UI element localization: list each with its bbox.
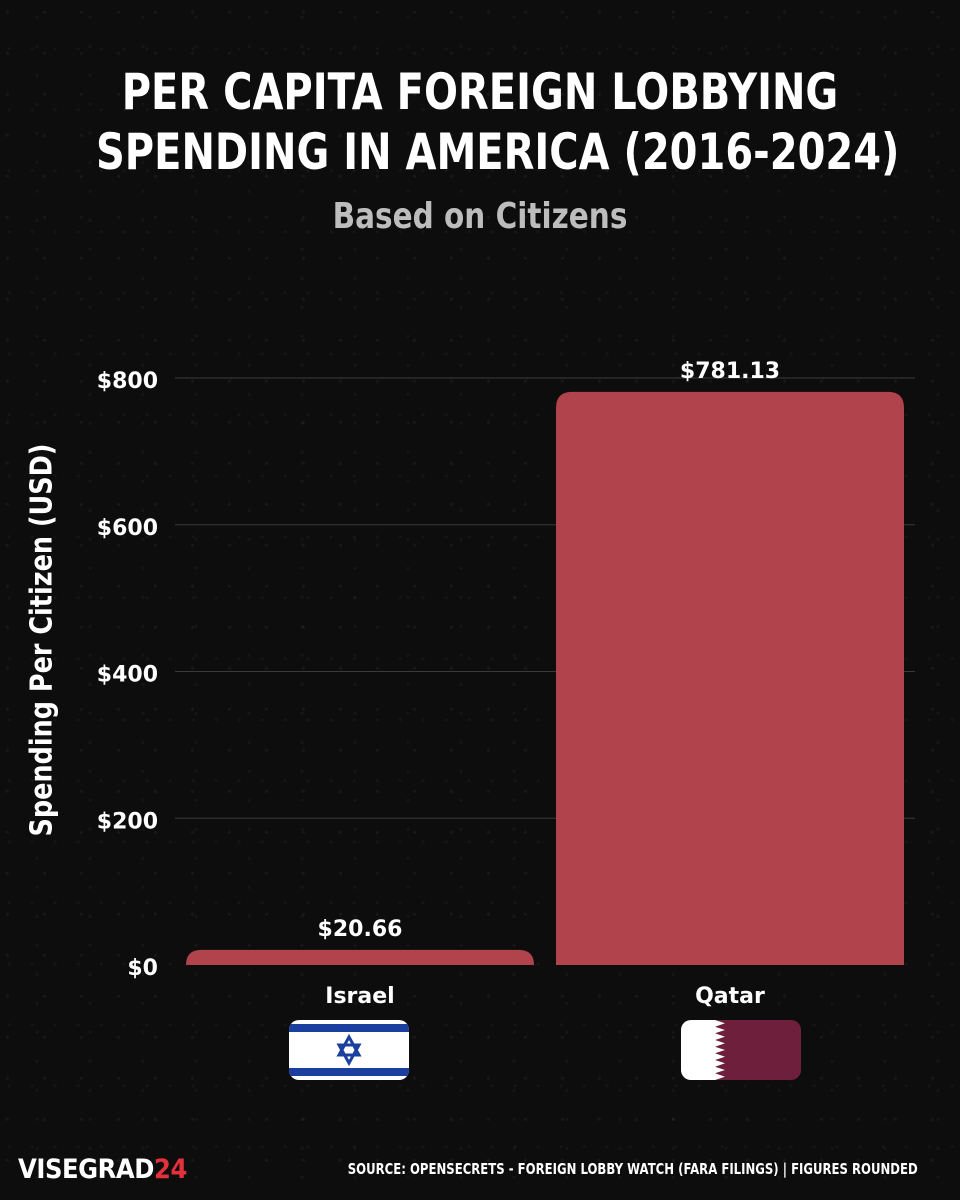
y-tick-label-3: $600 xyxy=(97,516,158,541)
brand-logo-accent: 24 xyxy=(153,1154,187,1185)
x-tick-label-qatar: Qatar xyxy=(695,984,765,1009)
source-note: Source: OpenSecrets - Foreign Lobby Watc… xyxy=(348,1160,918,1178)
y-tick-label-1: $200 xyxy=(97,809,158,834)
chart-title-line-2: Spending in America (2016-2024) xyxy=(96,123,900,181)
brand-logo: VISEGRAD24 xyxy=(18,1154,187,1185)
y-tick-label-4: $800 xyxy=(97,369,158,394)
chart-title-line-1: Per Capita Foreign Lobbying xyxy=(121,63,839,121)
bar-qatar xyxy=(556,391,904,966)
israel-flag-icon xyxy=(289,1020,409,1080)
brand-logo-main: VISEGRAD xyxy=(18,1154,154,1185)
chart-title: Per Capita Foreign Lobbying Spending in … xyxy=(96,62,900,182)
qatar-flag-icon xyxy=(681,1020,801,1080)
y-tick-label-2: $400 xyxy=(97,663,158,688)
y-tick-label-0: $0 xyxy=(127,956,158,981)
chart-subtitle: Based on Citizens xyxy=(332,196,628,237)
x-tick-label-israel: Israel xyxy=(325,984,394,1009)
bar-israel xyxy=(186,949,534,965)
bar-value-label-qatar: $781.13 xyxy=(680,359,780,384)
bar-value-label-israel: $20.66 xyxy=(318,917,403,942)
